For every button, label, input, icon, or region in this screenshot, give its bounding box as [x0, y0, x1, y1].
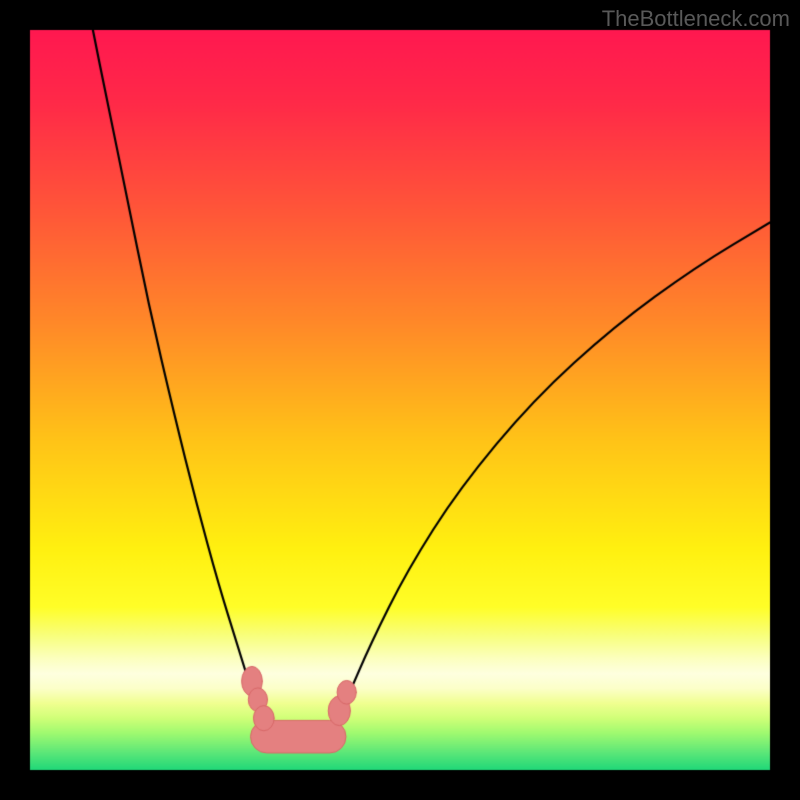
watermark-label: TheBottleneck.com	[602, 6, 790, 32]
bottleneck-chart	[0, 0, 800, 800]
